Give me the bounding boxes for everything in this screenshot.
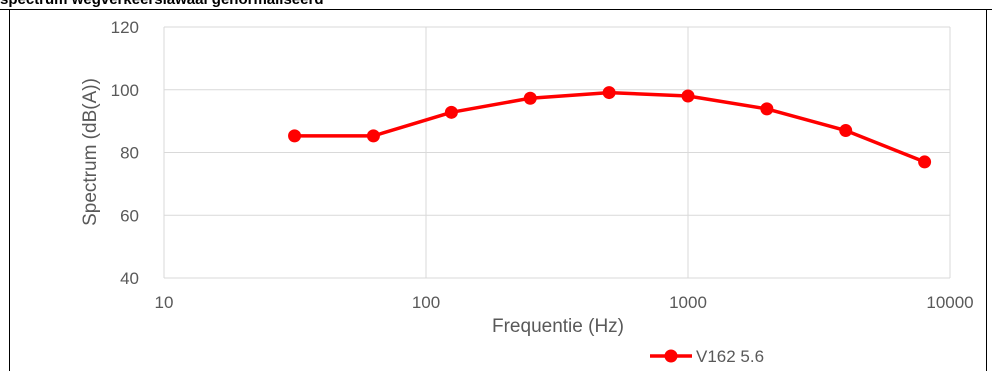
left-border xyxy=(9,9,10,371)
data-point xyxy=(918,155,932,169)
x-tick-label: 1000 xyxy=(669,293,707,312)
data-point xyxy=(366,129,380,143)
y-tick-label: 80 xyxy=(120,144,139,163)
x-tick-label: 100 xyxy=(412,293,440,312)
data-point xyxy=(760,102,774,116)
data-point xyxy=(839,124,853,138)
y-tick-label: 60 xyxy=(120,206,139,225)
data-point xyxy=(523,91,537,105)
data-point xyxy=(602,86,616,100)
series-layer xyxy=(288,86,932,169)
legend-marker xyxy=(664,349,678,363)
legend: V162 5.6 xyxy=(650,347,764,366)
y-tick-label: 40 xyxy=(120,269,139,288)
x-tick-label: 10000 xyxy=(926,293,973,312)
y-axis-label: Spectrum (dB(A)) xyxy=(80,78,101,226)
x-tick-label: 10 xyxy=(155,293,174,312)
header-text: spectrum wegverkeerslawaai genormaliseer… xyxy=(0,0,324,8)
y-tick-label: 120 xyxy=(111,18,139,37)
series-line xyxy=(292,90,927,164)
right-border xyxy=(986,9,987,371)
y-tick-label: 100 xyxy=(111,81,139,100)
data-point xyxy=(288,129,302,143)
top-border xyxy=(0,9,992,10)
axes: 40 60 80 100 120 10 100 1000 10000 xyxy=(111,18,974,312)
data-point xyxy=(681,89,695,103)
grid xyxy=(163,26,951,279)
legend-label: V162 5.6 xyxy=(696,347,764,366)
x-axis-label: Frequentie (Hz) xyxy=(492,316,624,337)
data-point xyxy=(444,105,458,119)
